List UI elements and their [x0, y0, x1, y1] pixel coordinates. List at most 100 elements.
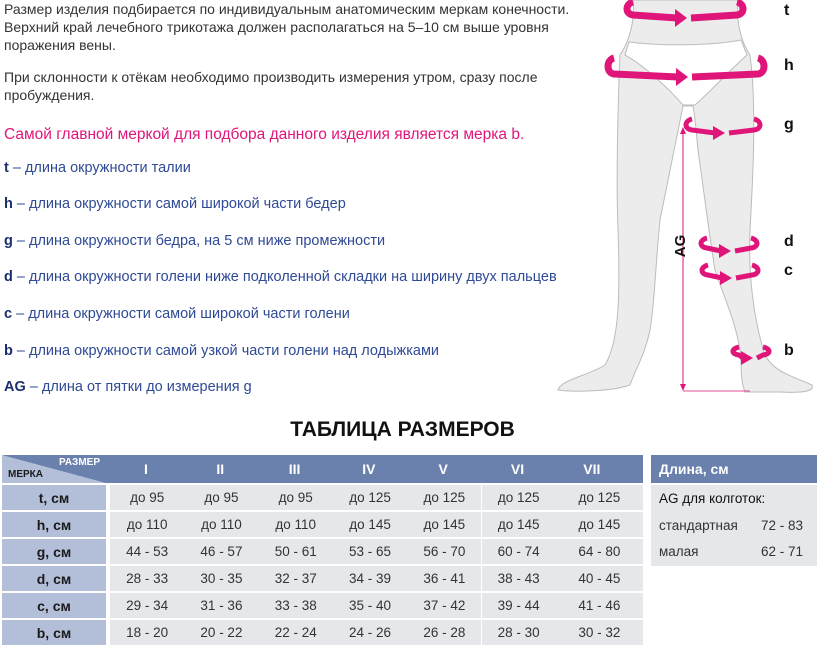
length-table-header: Длина, см: [651, 455, 817, 483]
legend-text: – длина окружности самой широкой части г…: [12, 306, 350, 322]
leg-measurement-illustration: AG: [557, 0, 813, 393]
table-cell: 26 - 28: [407, 620, 482, 645]
table-cell: 30 - 35: [184, 566, 259, 591]
table-cell: до 95: [258, 485, 333, 510]
legend-item-b: b – длина окружности самой узкой части г…: [4, 343, 439, 359]
legend-item-h: h – длина окружности самой широкой части…: [4, 196, 346, 212]
table-cell: 32 - 37: [258, 566, 333, 591]
length-row-value: 72 - 83: [761, 518, 804, 533]
table-cell: 37 - 42: [407, 593, 482, 618]
table-cell: 60 - 74: [481, 539, 556, 564]
table-cell: 30 - 32: [555, 620, 643, 645]
length-row-label: малая: [659, 544, 699, 559]
legend-item-c: c – длина окружности самой широкой части…: [4, 306, 350, 322]
measure-label-h: h: [784, 57, 794, 74]
table-cell: 41 - 46: [555, 593, 643, 618]
table-row: c, см 29 - 34 31 - 36 33 - 38 35 - 40 37 - 42…: [2, 593, 643, 618]
table-corner: РАЗМЕР МЕРКА: [2, 455, 106, 483]
arrow-icon: [675, 9, 687, 27]
table-cell: до 125: [407, 485, 482, 510]
table-cell: до 125: [481, 485, 556, 510]
table-cell: 33 - 38: [258, 593, 333, 618]
table-cell: 28 - 30: [481, 620, 556, 645]
measure-label-c: c: [784, 262, 793, 279]
table-cell: 40 - 45: [555, 566, 643, 591]
intro-paragraph-2: При склонности к отёкам необходимо произ…: [4, 69, 538, 103]
table-cell: до 145: [481, 512, 556, 537]
table-cell: 24 - 26: [332, 620, 408, 645]
row-label: c, см: [2, 593, 106, 618]
measure-band-b: [730, 344, 772, 361]
table-cell: 28 - 33: [110, 566, 185, 591]
table-cell: 29 - 34: [110, 593, 185, 618]
table-row: g, см 44 - 53 46 - 57 50 - 61 53 - 65 56 - 70…: [2, 539, 643, 564]
table-cell: 38 - 43: [481, 566, 556, 591]
table-cell: до 145: [555, 512, 643, 537]
size-table-header: [2, 455, 643, 483]
table-cell: до 145: [332, 512, 408, 537]
row-label: d, см: [2, 566, 106, 591]
table-cell: до 95: [110, 485, 185, 510]
size-header-III: III: [288, 461, 301, 477]
table-cell: 20 - 22: [184, 620, 259, 645]
size-table-title-text: ТАБЛИЦА РАЗМЕРОВ: [290, 418, 515, 441]
legend-item-d: d – длина окружности голени ниже подколе…: [4, 269, 557, 285]
table-cell: до 145: [407, 512, 482, 537]
table-cell: до 110: [184, 512, 259, 537]
table-cell: до 125: [332, 485, 408, 510]
table-cell: до 110: [110, 512, 185, 537]
table-cell: до 125: [555, 485, 643, 510]
legend-key: d: [4, 269, 13, 285]
row-label: b, см: [2, 620, 106, 645]
table-cell: 31 - 36: [184, 593, 259, 618]
size-table-title: ТАБЛИЦА РАЗМЕРОВ: [0, 418, 821, 442]
size-header-II: II: [216, 461, 225, 477]
legend-item-ag: AG – длина от пятки до измерения g: [4, 379, 252, 395]
size-header-VII: VII: [583, 461, 601, 477]
measure-label-t: t: [784, 2, 790, 19]
legend-item-t: t – длина окружности талии: [4, 160, 191, 176]
table-row: d, см 28 - 33 30 - 35 32 - 37 34 - 39 36 - 41…: [2, 566, 643, 591]
corner-measure-label: МЕРКА: [8, 469, 43, 480]
arrow-icon: [676, 68, 688, 86]
table-cell: 56 - 70: [407, 539, 482, 564]
legend-key: AG: [4, 379, 26, 395]
table-cell: 50 - 61: [258, 539, 333, 564]
legend-item-g: g – длина окружности бедра, на 5 см ниже…: [4, 233, 385, 249]
table-cell: до 110: [258, 512, 333, 537]
table-cell: до 95: [184, 485, 259, 510]
size-header-IV: IV: [362, 461, 376, 477]
table-cell: 22 - 24: [258, 620, 333, 645]
size-header-V: V: [438, 461, 448, 477]
table-row: t, см до 95 до 95 до 95 до 125 до 125 до 125 до…: [2, 485, 643, 510]
table-cell: 64 - 80: [555, 539, 643, 564]
legend-text: – длина окружности самой широкой части б…: [12, 196, 346, 212]
arrow-icon: [741, 351, 753, 365]
arrow-icon: [719, 244, 731, 258]
arrow-icon: [720, 271, 732, 285]
measure-label-d: d: [784, 233, 794, 250]
measure-label-b: b: [784, 342, 794, 359]
ag-label: AG: [672, 235, 689, 258]
measure-band-c: [699, 262, 761, 281]
measure-band-g: [683, 116, 763, 136]
row-label: h, см: [2, 512, 106, 537]
body-silhouette: [557, 0, 813, 393]
legend-text: – длина окружности бедра, на 5 см ниже п…: [12, 233, 386, 249]
length-table-body: AG для колготок: стандартная 72 - 83 мал…: [651, 485, 817, 566]
legend-key: c: [4, 306, 13, 322]
legend-text: – длина окружности самой узкой части гол…: [12, 343, 440, 359]
row-label: t, см: [2, 485, 106, 510]
measure-label-g: g: [784, 116, 794, 133]
table-cell: 18 - 20: [110, 620, 185, 645]
corner-size-label: РАЗМЕР: [59, 457, 100, 468]
measure-band-t: [623, 0, 747, 22]
accent-note: Самой главной меркой для подбора данного…: [4, 126, 525, 143]
size-header-VI: VI: [510, 461, 525, 477]
table-cell: 34 - 39: [332, 566, 408, 591]
length-row-value: 62 - 71: [761, 544, 804, 559]
table-cell: 36 - 41: [407, 566, 482, 591]
table-cell: 35 - 40: [332, 593, 408, 618]
measure-band-d: [698, 235, 760, 254]
length-table: Длина, см AG для колготок: стандартная 7…: [651, 455, 817, 566]
